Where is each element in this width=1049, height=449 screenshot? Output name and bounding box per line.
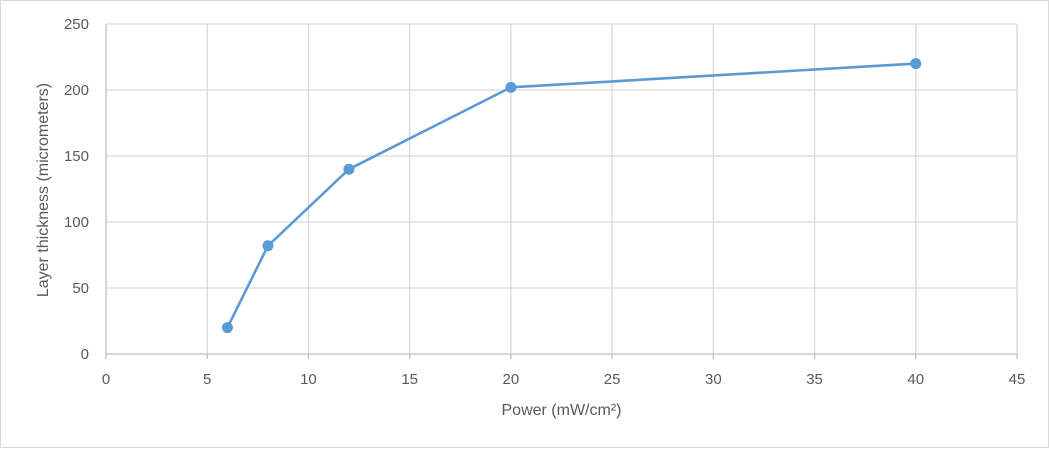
axes [105,24,1018,359]
x-tick-label: 40 [907,371,924,388]
x-tick-label: 45 [1009,371,1026,388]
x-tick-label: 25 [604,371,621,388]
y-tick-label: 150 [64,148,89,165]
data-point [505,81,517,93]
x-tick-label: 35 [806,371,823,388]
data-point [343,163,355,175]
y-tick-label: 200 [64,82,89,99]
tick-labels: 0 5 10 15 20 25 30 35 40 45 0 50 100 150 200 250 [64,16,1025,388]
grid [106,23,1018,354]
data-point [221,322,233,334]
x-tick-label: 15 [401,371,418,388]
y-tick-label: 250 [64,16,89,33]
series-layer [221,58,922,334]
y-tick-label: 50 [72,280,89,297]
x-tick-label: 5 [203,371,211,388]
y-tick-label: 100 [64,214,89,231]
y-axis-title: Layer thickness (micrometers) [35,83,52,297]
x-tick-label: 0 [102,371,110,388]
x-axis-title: Power (mW/cm²) [502,402,622,419]
x-tick-label: 30 [705,371,722,388]
data-point [262,240,274,252]
x-tick-label: 10 [300,371,317,388]
data-point [910,58,922,70]
x-tick-label: 20 [503,371,520,388]
y-tick-label: 0 [81,346,89,363]
